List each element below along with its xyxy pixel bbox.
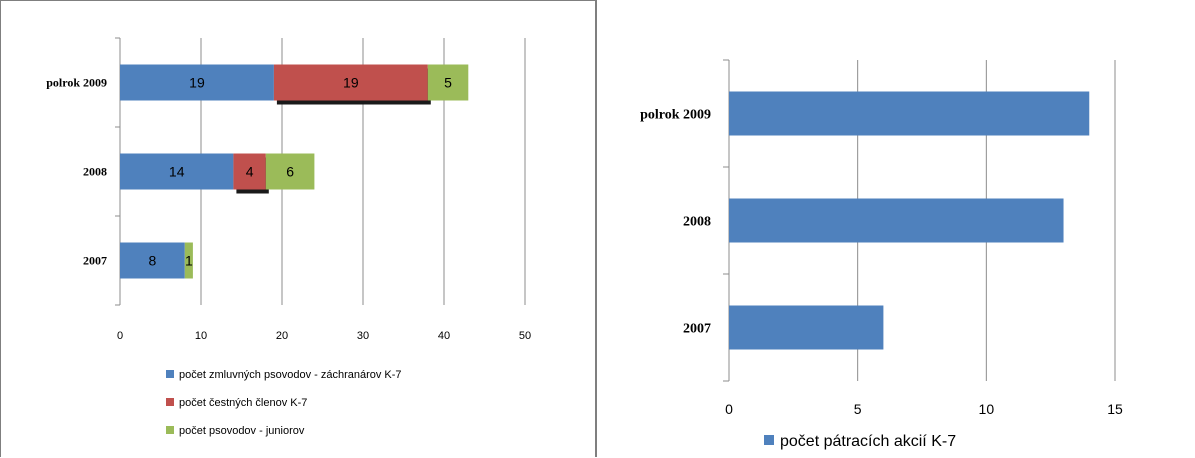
chart-left-panel: 0 10 20 30 40 50 polrok 2009 19 19 5 2008 14 4 6 2007 8… xyxy=(0,0,597,457)
category-label: 2008 xyxy=(683,215,711,230)
bar xyxy=(233,153,266,190)
x-tick-label: 5 xyxy=(854,401,862,417)
bar xyxy=(184,242,193,279)
legend-swatch xyxy=(764,435,774,445)
data-label: 19 xyxy=(343,75,359,91)
category-label: 2008 xyxy=(83,165,107,179)
bar xyxy=(273,64,428,101)
x-tick-label: 10 xyxy=(979,401,995,417)
bar-chart: 0 5 10 15 polrok 2009 2008 2007 počet pátracích… xyxy=(640,59,1123,450)
bar xyxy=(427,64,469,101)
stacked-bar-chart: 0 10 20 30 40 50 polrok 2009 19 19 5 2008 14 4 6 2007 8… xyxy=(46,37,531,437)
data-label: 19 xyxy=(189,75,205,91)
x-tick-label: 20 xyxy=(276,330,288,342)
bar xyxy=(265,153,315,190)
legend-label: počet psovodov - juniorov xyxy=(179,425,305,437)
legend-label: počet zmluvných psovodov - záchranárov K… xyxy=(179,369,402,381)
bar xyxy=(729,91,1090,136)
data-label: 6 xyxy=(286,164,294,180)
data-label: 4 xyxy=(246,164,254,180)
category-label: polrok 2009 xyxy=(46,76,107,90)
x-tick-label: 10 xyxy=(195,330,207,342)
data-label: 1 xyxy=(185,253,193,269)
data-label: 5 xyxy=(444,75,452,91)
category-label: 2007 xyxy=(83,254,107,268)
x-tick-label: 50 xyxy=(519,330,531,342)
category-label: polrok 2009 xyxy=(640,108,711,123)
x-tick-label: 30 xyxy=(357,330,369,342)
data-label: 14 xyxy=(169,164,185,180)
x-tick-label: 15 xyxy=(1107,401,1123,417)
legend-swatch xyxy=(166,426,174,434)
bar xyxy=(120,242,185,279)
legend-swatch xyxy=(166,370,174,378)
bar xyxy=(729,198,1064,243)
legend-label: počet čestných členov K-7 xyxy=(179,397,307,409)
bar xyxy=(120,64,274,101)
x-tick-label: 0 xyxy=(117,330,123,342)
x-tick-label: 0 xyxy=(725,401,733,417)
bar xyxy=(120,153,234,190)
data-label: 8 xyxy=(149,253,157,269)
chart-right-panel: 0 5 10 15 polrok 2009 2008 2007 počet pátracích… xyxy=(598,0,1195,457)
legend-swatch xyxy=(166,398,174,406)
bar xyxy=(729,305,884,350)
category-label: 2007 xyxy=(683,322,711,337)
x-tick-label: 40 xyxy=(438,330,450,342)
legend-label: počet pátracích akcií K-7 xyxy=(780,433,956,450)
